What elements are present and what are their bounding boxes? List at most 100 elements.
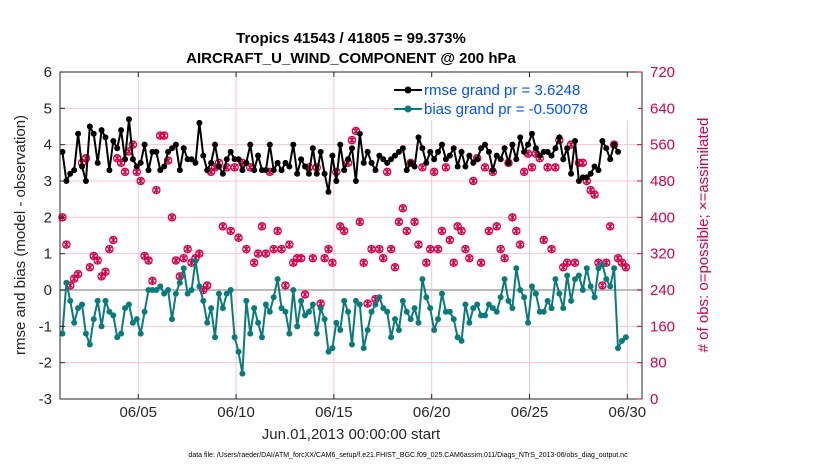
rmse-point-65: [313, 170, 320, 177]
bias-point-26: [161, 290, 168, 297]
rmse-point-127: [556, 134, 563, 141]
bias-point-128: [560, 305, 567, 312]
y-right-axis-label: # of obs: o=possible; ×=assimilated: [695, 118, 712, 353]
bias-point-116: [513, 265, 520, 272]
bias-point-96: [435, 316, 442, 323]
rmse-point-107: [478, 145, 485, 152]
obs-point-140: [605, 222, 615, 231]
bias-point-8: [90, 316, 97, 323]
obs-point-111: [492, 222, 501, 231]
bias-point-16: [122, 305, 129, 312]
obs-point-57: [281, 281, 290, 290]
bias-point-57: [282, 308, 289, 315]
rmse-point-136: [591, 163, 598, 170]
obs-point-81: [375, 244, 384, 254]
obs-point-29: [171, 256, 181, 265]
legend-rmse-marker: [404, 86, 412, 94]
obs-point-78: [363, 299, 372, 308]
bias-point-58: [286, 330, 293, 337]
rmse-point-3: [71, 167, 78, 174]
rmse-point-106: [474, 156, 481, 163]
obs-point-64: [308, 253, 318, 263]
bias-point-68: [325, 348, 332, 355]
bias-point-15: [118, 330, 125, 337]
rmse-point-33: [188, 156, 195, 163]
obs-point-56: [277, 244, 286, 254]
obs-point-72: [339, 226, 349, 236]
rmse-point-7: [86, 123, 93, 130]
obs-point-79: [367, 244, 376, 254]
x-axis-ticks: 06/05 06/10 06/15 06/20 06/25 06/30: [119, 72, 646, 421]
rmse-point-124: [544, 148, 551, 155]
bias-point-72: [341, 297, 348, 304]
rmse-point-85: [392, 152, 399, 159]
bias-point-123: [540, 308, 547, 315]
obs-point-55: [273, 226, 282, 236]
rmse-point-95: [431, 156, 438, 163]
bias-point-32: [184, 290, 191, 297]
bias-point-9: [94, 297, 101, 304]
obs-point-68: [324, 244, 333, 254]
obs-point-11: [101, 267, 110, 277]
rmse-point-67: [321, 170, 328, 177]
bias-point-17: [125, 301, 132, 308]
bias-point-59: [290, 287, 297, 293]
y-left-tick-label-8: 5: [44, 100, 52, 117]
obs-point-62: [300, 290, 310, 299]
bias-point-24: [153, 287, 160, 293]
rmse-point-102: [458, 148, 465, 155]
bias-point-19: [133, 316, 140, 323]
bias-point-115: [509, 305, 516, 312]
bias-point-97: [438, 290, 445, 297]
bias-point-34: [192, 257, 199, 264]
y-right-tick-label-8: 640: [650, 100, 675, 117]
bias-point-132: [575, 272, 582, 279]
rmse-point-18: [129, 156, 136, 163]
rmse-point-110: [489, 167, 496, 174]
bias-point-52: [262, 301, 269, 308]
bias-point-51: [258, 334, 265, 341]
rmse-point-73: [345, 156, 352, 163]
bias-point-63: [305, 308, 312, 315]
obs-point-49: [249, 258, 259, 267]
bias-point-37: [204, 319, 211, 326]
x-tick-label-4: 06/25: [511, 404, 549, 421]
obs-point-61: [296, 253, 306, 263]
rmse-point-2: [67, 170, 74, 177]
obs-count-series: [58, 126, 631, 308]
obs-point-94: [425, 244, 435, 254]
rmse-point-43: [227, 148, 234, 155]
bias-point-36: [200, 297, 207, 304]
chart-title-line1: Tropics 41543 / 41805 = 99.373%: [236, 30, 466, 47]
obs-point-41: [218, 222, 228, 231]
rmse-point-92: [419, 145, 426, 152]
rmse-point-15: [118, 127, 125, 134]
rmse-point-17: [125, 116, 132, 123]
rmse-point-141: [611, 141, 618, 148]
y-right-tick-label-9: 720: [650, 64, 675, 81]
obs-point-67: [320, 253, 329, 263]
bias-point-61: [298, 297, 305, 304]
rmse-point-37: [204, 167, 211, 174]
obs-point-20: [136, 176, 145, 186]
plot-area-frame: [59, 71, 643, 400]
rmse-point-128: [560, 156, 567, 163]
obs-point-125: [547, 244, 556, 254]
obs-point-76: [355, 217, 365, 227]
rmse-point-135: [587, 170, 594, 177]
x-tick-label-3: 06/20: [413, 404, 451, 421]
bias-point-104: [466, 319, 473, 326]
rmse-point-80: [372, 167, 379, 174]
y-left-tick-label-3: 0: [44, 282, 52, 299]
obs-point-9: [93, 256, 102, 265]
obs-point-69: [328, 258, 337, 267]
rmse-point-116: [513, 156, 520, 163]
rmse-point-131: [571, 138, 578, 145]
bias-point-111: [493, 308, 500, 315]
bias-point-95: [431, 326, 438, 333]
bias-point-1: [63, 279, 70, 286]
bias-point-43: [227, 287, 234, 293]
bias-point-54: [270, 294, 277, 301]
rmse-point-84: [388, 156, 395, 163]
obs-point-83: [382, 167, 392, 177]
